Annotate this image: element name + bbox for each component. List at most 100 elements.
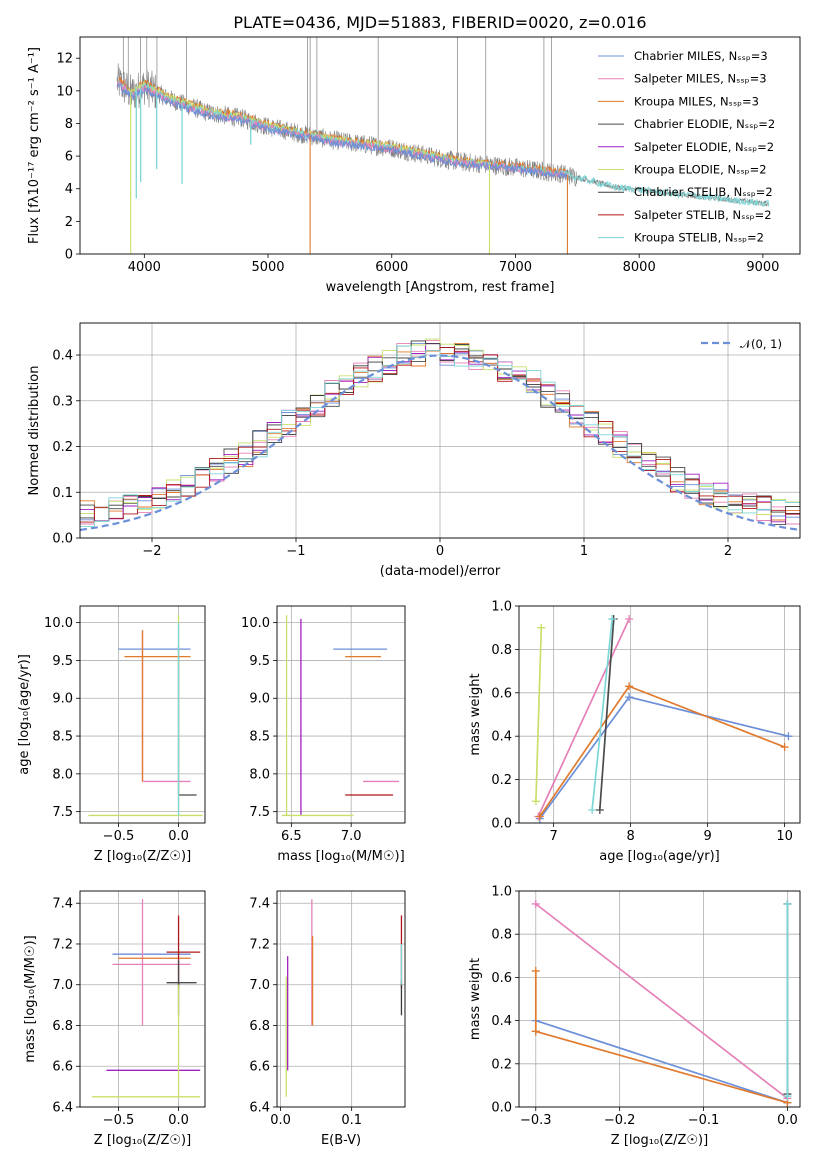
y-tick-label: 8.5 [249,730,270,745]
plot-area [285,899,403,1097]
data-marker [588,805,597,814]
series-line [591,618,614,811]
plot-area [281,615,400,817]
point-kroupa-elodie [92,984,201,1098]
y-tick-label: 10 [56,84,73,99]
x-tick-label: 1 [580,544,588,559]
x-tick-label: −0.5 [103,1113,135,1128]
x-tick-label: 7000 [499,260,532,275]
x-tick-label: −0.5 [103,829,135,844]
legend-entry: Chabrier ELODIE, Nₛₛₚ=2 [634,117,775,131]
y-tick-label: 7.2 [52,937,73,952]
y-tick-label: 8.0 [249,767,270,782]
y-tick-label: 0.0 [52,532,73,547]
y-tick-label: 0.8 [491,928,512,943]
series-kroupa-elodie [531,623,546,806]
series-salpeter-miles [531,899,792,1103]
data-marker [531,966,540,975]
data-marker [783,899,792,908]
y-tick-label: 0.1 [52,486,73,501]
x-tick-label: 8 [626,829,634,844]
x-axis-label: wavelength [Angstrom, rest frame] [326,280,555,295]
series-chabrier-elodie [595,615,618,814]
x-axis-label: Z [log₁₀(Z/Z☉)] [611,1133,708,1148]
x-tick-label: 6000 [375,260,408,275]
legend: 𝒩(0, 1) [701,337,782,351]
point-salpeter-miles [112,899,191,1026]
x-tick-label: 7 [550,829,558,844]
y-tick-label: 7.5 [52,805,73,820]
y-tick-label: 0.2 [52,440,73,455]
x-tick-label: 0 [436,544,444,559]
y-tick-label: 12 [56,52,73,67]
y-tick-label: 0.4 [491,1014,512,1029]
x-tick-label: 9000 [746,260,779,275]
data-marker [608,615,617,624]
plot-area [92,899,201,1098]
y-tick-label: 8.5 [52,730,73,745]
point-salpeter-miles [141,630,191,783]
series-line [535,1030,788,1104]
x-tick-label: 0.1 [341,1113,362,1128]
x-axis-label: mass [log₁₀(M/M☉)] [277,849,404,864]
x-tick-label: −0.3 [520,1113,552,1128]
x-tick-label: −0.2 [604,1113,636,1128]
legend-entry: Kroupa ELODIE, Nₛₛₚ=2 [634,163,767,177]
y-axis-label: Flux [fλ10⁻¹⁷ erg cm⁻² s⁻¹ A⁻¹] [27,47,42,244]
y-tick-label: 10.0 [44,616,73,631]
axes-frame [276,605,406,824]
axes-frame [79,890,206,1108]
y-tick-label: 1.0 [491,885,512,900]
y-axis-label: Normed distribution [27,366,42,496]
axes-frame [276,890,406,1108]
legend-entry: Salpeter STELIB, Nₛₛₚ=2 [634,208,772,222]
x-axis-label: (data-model)/error [380,564,501,579]
series-line [535,1019,788,1104]
y-tick-label: 0.0 [491,1101,512,1116]
y-tick-label: 0.6 [491,971,512,986]
series-line [539,696,789,820]
plot-area [531,615,793,823]
y-tick-label: 0.3 [52,394,73,409]
data-marker [625,693,634,702]
y-axis-label: mass weight [468,673,483,755]
y-tick-label: 6.4 [52,1101,73,1116]
normal-curve [80,354,800,532]
x-tick-label: 6.5 [281,829,302,844]
x-tick-label: 8000 [623,260,656,275]
axes-frame [79,322,801,539]
y-tick-label: 1.0 [491,600,512,615]
x-axis-label: E(B-V) [321,1133,361,1148]
x-tick-label: −1 [286,544,305,559]
y-tick-label: 0.0 [491,817,512,832]
chart-spectrum: 4000 5000 6000 7000 8000 9000 0 2 4 6 8 10 12 PLATE=0… [27,13,801,295]
y-tick-label: 7.0 [249,978,270,993]
x-tick-label: 0.0 [168,1113,189,1128]
legend-entry: Salpeter MILES, Nₛₛₚ=3 [634,72,767,86]
y-tick-label: 7.4 [52,897,73,912]
x-tick-label: −0.1 [688,1113,720,1128]
chart-weight-vs-age: 7 8 9 10 0.0 0.2 0.4 0.6 0.8 1.0 age [log₁₀(age/yr… [468,600,801,864]
series-salpeter-miles [534,615,634,821]
x-axis-label: Z [log₁₀(Z/Z☉)] [94,1133,191,1148]
chart-age-vs-z: −0.5 0.0 7.5 8.0 8.5 9.0 9.5 10.0 Z [log₁₀(Z/Z☉)… [17,605,206,864]
data-marker [535,812,544,821]
chart-mass-vs-ebv: 0.0 0.1 6.4 6.6 6.8 7.0 7.2 7.4 E(B-V) [249,890,406,1148]
chart-age-vs-mass: 6.5 7.0 7.5 8.0 8.5 9.0 9.5 10.0 mass [log₁₀(M/M… [241,605,406,864]
y-tick-label: 7.0 [52,978,73,993]
legend-entry: Chabrier MILES, Nₛₛₚ=3 [634,49,768,63]
chart-title: PLATE=0436, MJD=51883, FIBERID=0020, z=0… [233,13,646,32]
data-marker [531,1027,540,1036]
series-kroupa-stelib [588,615,617,814]
y-tick-label: 0.4 [52,349,73,364]
y-tick-label: 6.4 [249,1101,270,1116]
x-tick-label: 2 [724,544,732,559]
point-chabrier-elodie [177,645,197,796]
y-tick-label: 0.4 [491,730,512,745]
x-tick-label: 9 [703,829,711,844]
x-axis-label: age [log₁₀(age/yr)] [599,849,720,864]
series-line [535,627,543,802]
y-tick-label: 7.2 [249,937,270,952]
y-tick-label: 9.0 [249,692,270,707]
